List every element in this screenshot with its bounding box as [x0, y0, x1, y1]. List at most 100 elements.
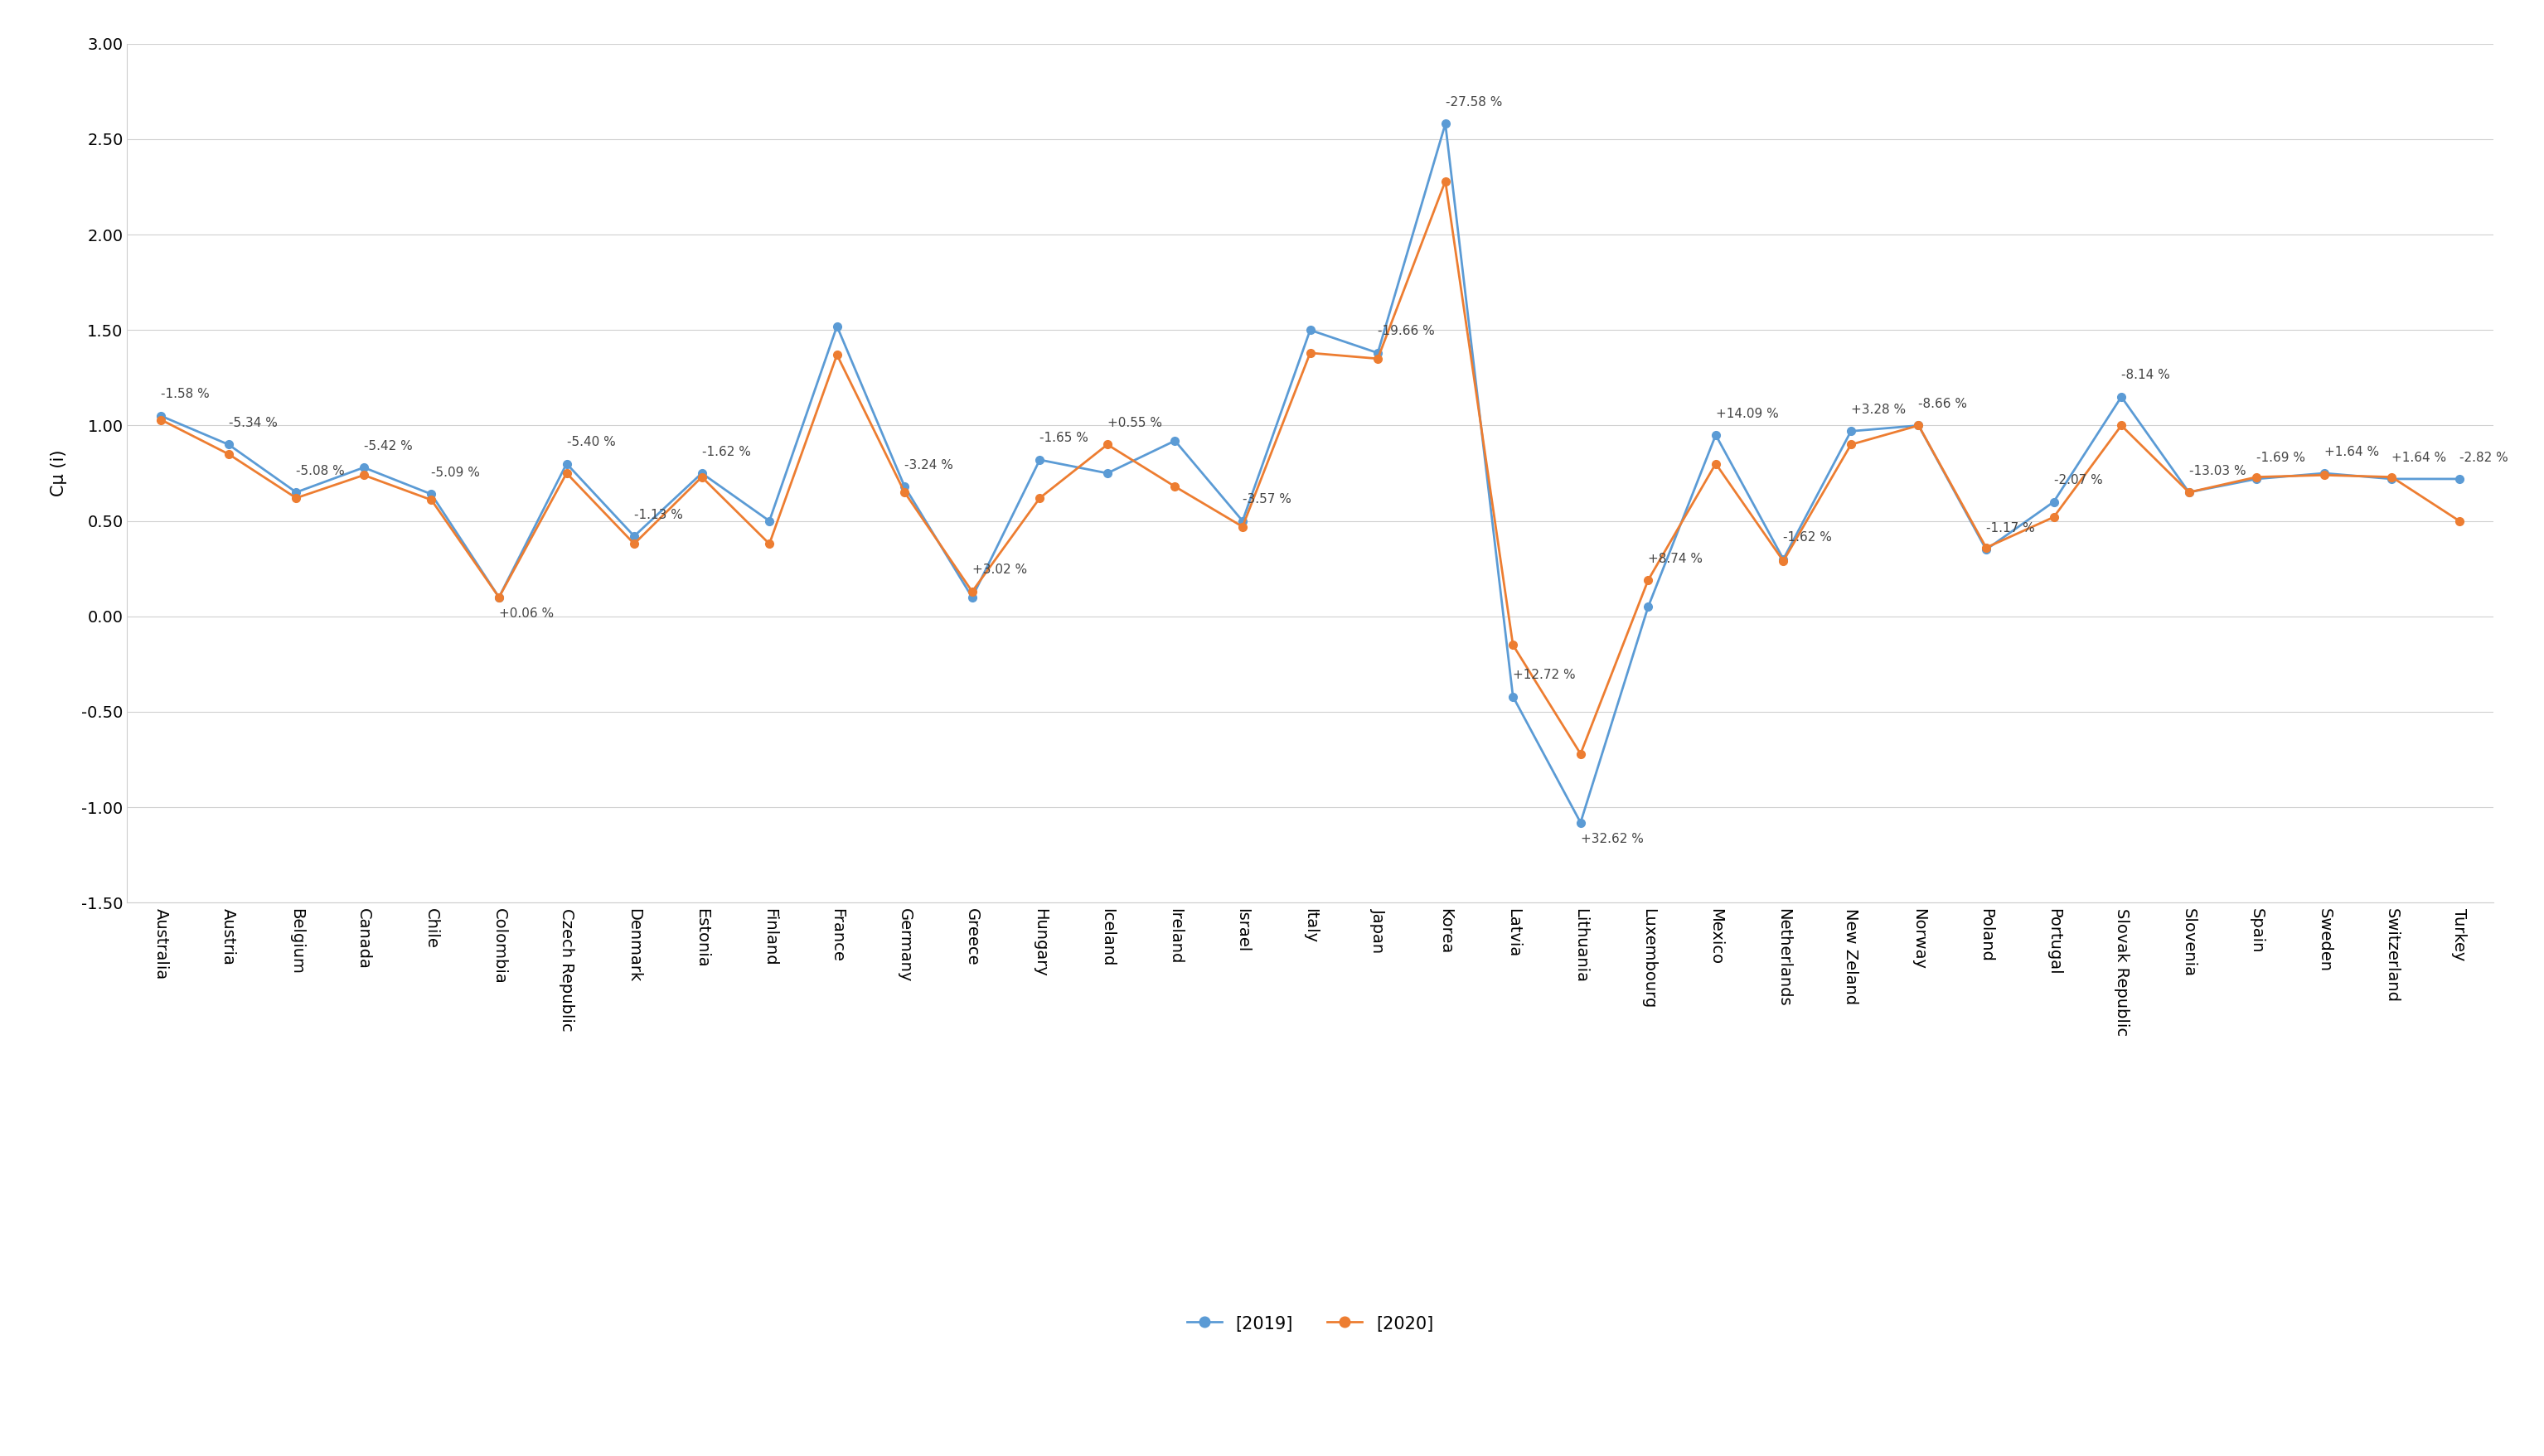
[2019] [1699, 427, 1730, 444]
Text: +32.62 %: +32.62 % [1580, 833, 1643, 846]
[2019] [280, 483, 310, 501]
[2019] [1430, 115, 1460, 132]
[2019] [1160, 432, 1191, 450]
[2019] [1364, 344, 1394, 361]
[2019] [753, 513, 784, 530]
Text: -19.66 %: -19.66 % [1379, 325, 1435, 338]
[2019] [2038, 494, 2068, 511]
Text: -27.58 %: -27.58 % [1445, 96, 1501, 109]
Text: -5.42 %: -5.42 % [364, 440, 412, 453]
[2020] [957, 582, 987, 600]
Line: [2020]: [2020] [158, 178, 2463, 759]
Y-axis label: Cμ (i): Cμ (i) [51, 450, 69, 496]
Text: -5.34 %: -5.34 % [229, 416, 277, 430]
Text: -1.62 %: -1.62 % [702, 446, 750, 459]
[2019] [2310, 464, 2340, 482]
Text: -5.09 %: -5.09 % [432, 466, 481, 479]
Text: +1.64 %: +1.64 % [2325, 446, 2379, 459]
[2020] [1972, 539, 2002, 556]
Text: -2.82 %: -2.82 % [2460, 451, 2508, 463]
[2020] [280, 489, 310, 507]
[2020] [1226, 518, 1257, 536]
Legend: [2019], [2020]: [2019], [2020] [1170, 1297, 1450, 1350]
[2019] [618, 527, 649, 545]
[2020] [483, 588, 514, 606]
[2019] [957, 588, 987, 606]
[2019] [890, 478, 921, 495]
[2019] [1091, 464, 1122, 482]
[2019] [349, 459, 379, 476]
[2019] [822, 317, 852, 335]
Text: -5.40 %: -5.40 % [567, 435, 616, 448]
[2020] [687, 469, 717, 486]
[2020] [1025, 489, 1056, 507]
Text: +12.72 %: +12.72 % [1514, 668, 1575, 681]
Line: [2019]: [2019] [158, 119, 2463, 827]
Text: +0.06 %: +0.06 % [499, 607, 555, 620]
[2020] [214, 446, 244, 463]
Text: -3.57 %: -3.57 % [1241, 494, 1292, 505]
Text: -3.24 %: -3.24 % [906, 459, 954, 472]
Text: -8.14 %: -8.14 % [2122, 370, 2170, 381]
Text: +3.28 %: +3.28 % [1852, 403, 1905, 416]
[2019] [417, 485, 448, 502]
[2020] [1498, 636, 1529, 654]
[2019] [1768, 550, 1799, 568]
[2019] [2445, 470, 2475, 488]
Text: -5.08 %: -5.08 % [295, 464, 346, 478]
Text: -2.07 %: -2.07 % [2053, 475, 2101, 486]
[2019] [1633, 598, 1664, 616]
Text: -1.65 %: -1.65 % [1040, 432, 1089, 444]
Text: -8.66 %: -8.66 % [1918, 397, 1967, 411]
[2020] [1903, 416, 1933, 434]
[2019] [2173, 483, 2203, 501]
[2020] [2310, 466, 2340, 483]
[2019] [1972, 540, 2002, 558]
[2020] [349, 466, 379, 483]
[2019] [687, 464, 717, 482]
[2019] [483, 588, 514, 606]
[2020] [753, 536, 784, 553]
[2020] [822, 347, 852, 364]
[2019] [1565, 814, 1595, 831]
[2020] [1768, 552, 1799, 569]
[2020] [1633, 571, 1664, 588]
[2020] [1160, 478, 1191, 495]
Text: +3.02 %: +3.02 % [972, 563, 1028, 577]
Text: -1.62 %: -1.62 % [1783, 531, 1832, 545]
[2020] [2241, 469, 2272, 486]
Text: +1.64 %: +1.64 % [2391, 451, 2447, 463]
[2020] [1430, 172, 1460, 189]
[2019] [552, 454, 583, 472]
[2019] [214, 435, 244, 453]
[2020] [417, 491, 448, 508]
[2019] [1903, 416, 1933, 434]
Text: +14.09 %: +14.09 % [1715, 408, 1778, 419]
[2019] [2241, 470, 2272, 488]
[2020] [1295, 344, 1325, 361]
[2020] [1091, 435, 1122, 453]
[2020] [2445, 513, 2475, 530]
[2019] [1025, 451, 1056, 469]
Text: +0.55 %: +0.55 % [1107, 416, 1163, 430]
[2020] [2038, 508, 2068, 526]
[2020] [618, 536, 649, 553]
[2019] [145, 408, 176, 425]
[2020] [2106, 416, 2137, 434]
[2020] [1565, 745, 1595, 763]
Text: -1.69 %: -1.69 % [2257, 451, 2305, 463]
Text: -1.17 %: -1.17 % [1987, 521, 2035, 534]
Text: -1.58 %: -1.58 % [160, 389, 209, 400]
[2020] [1364, 349, 1394, 367]
[2020] [2376, 469, 2407, 486]
[2020] [1837, 435, 1867, 453]
[2019] [1226, 513, 1257, 530]
[2019] [1837, 422, 1867, 440]
[2020] [1699, 454, 1730, 472]
[2019] [2376, 470, 2407, 488]
[2020] [145, 411, 176, 428]
[2020] [890, 483, 921, 501]
[2020] [2173, 483, 2203, 501]
[2020] [552, 464, 583, 482]
Text: -13.03 %: -13.03 % [2188, 464, 2246, 478]
